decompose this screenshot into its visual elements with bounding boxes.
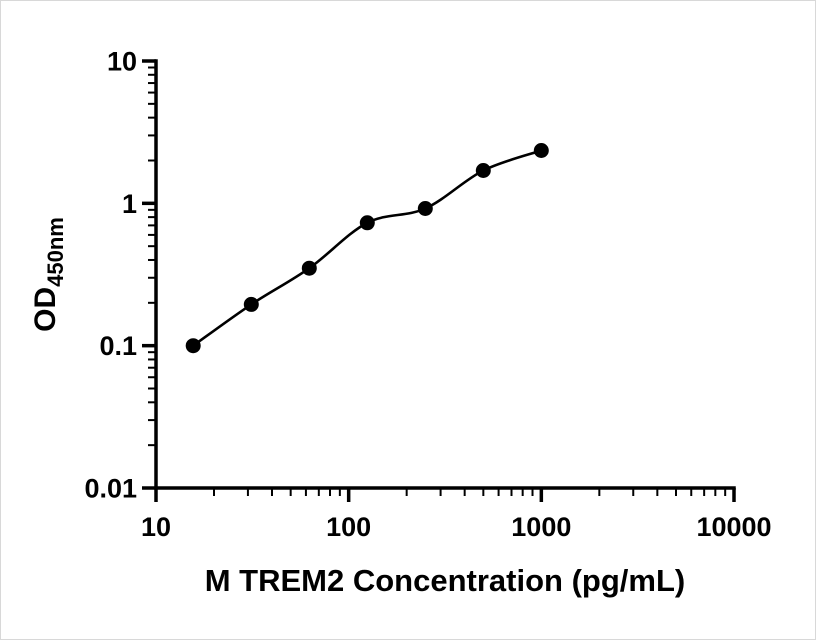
minor-ticks-layer bbox=[148, 66, 727, 496]
x-axis-tick-label: 10000 bbox=[696, 512, 771, 542]
y-axis-tick-label: 0.1 bbox=[99, 331, 137, 361]
y-axis-tick-label: 0.01 bbox=[84, 474, 137, 504]
data-point-marker bbox=[243, 296, 259, 312]
series-layer bbox=[185, 143, 549, 354]
y-axis-tick-label: 1 bbox=[122, 189, 137, 219]
x-axis-tick-label: 10 bbox=[141, 512, 171, 542]
data-point-marker bbox=[359, 215, 375, 231]
axis-lines bbox=[154, 59, 736, 490]
data-point-marker bbox=[417, 201, 433, 216]
data-point-marker bbox=[533, 143, 549, 158]
tick-labels-layer: 0.01 0.1 1 10 10 100 1000 10000 bbox=[84, 47, 771, 543]
x-axis-tick-label: 1000 bbox=[511, 512, 571, 542]
data-point-marker bbox=[185, 338, 201, 354]
data-point-marker bbox=[301, 260, 317, 276]
data-point-marker bbox=[475, 163, 491, 178]
y-axis-title: OD450nm bbox=[29, 217, 68, 332]
y-axis-tick-label: 10 bbox=[107, 47, 137, 77]
major-ticks-layer bbox=[142, 59, 736, 502]
y-axis-title-main: OD bbox=[29, 287, 62, 332]
x-axis-title: M TREM2 Concentration (pg/mL) bbox=[205, 563, 685, 598]
standard-curve-line bbox=[192, 149, 542, 347]
y-axis-title-sub: 450nm bbox=[43, 217, 68, 287]
x-axis-tick-label: 100 bbox=[326, 512, 371, 542]
